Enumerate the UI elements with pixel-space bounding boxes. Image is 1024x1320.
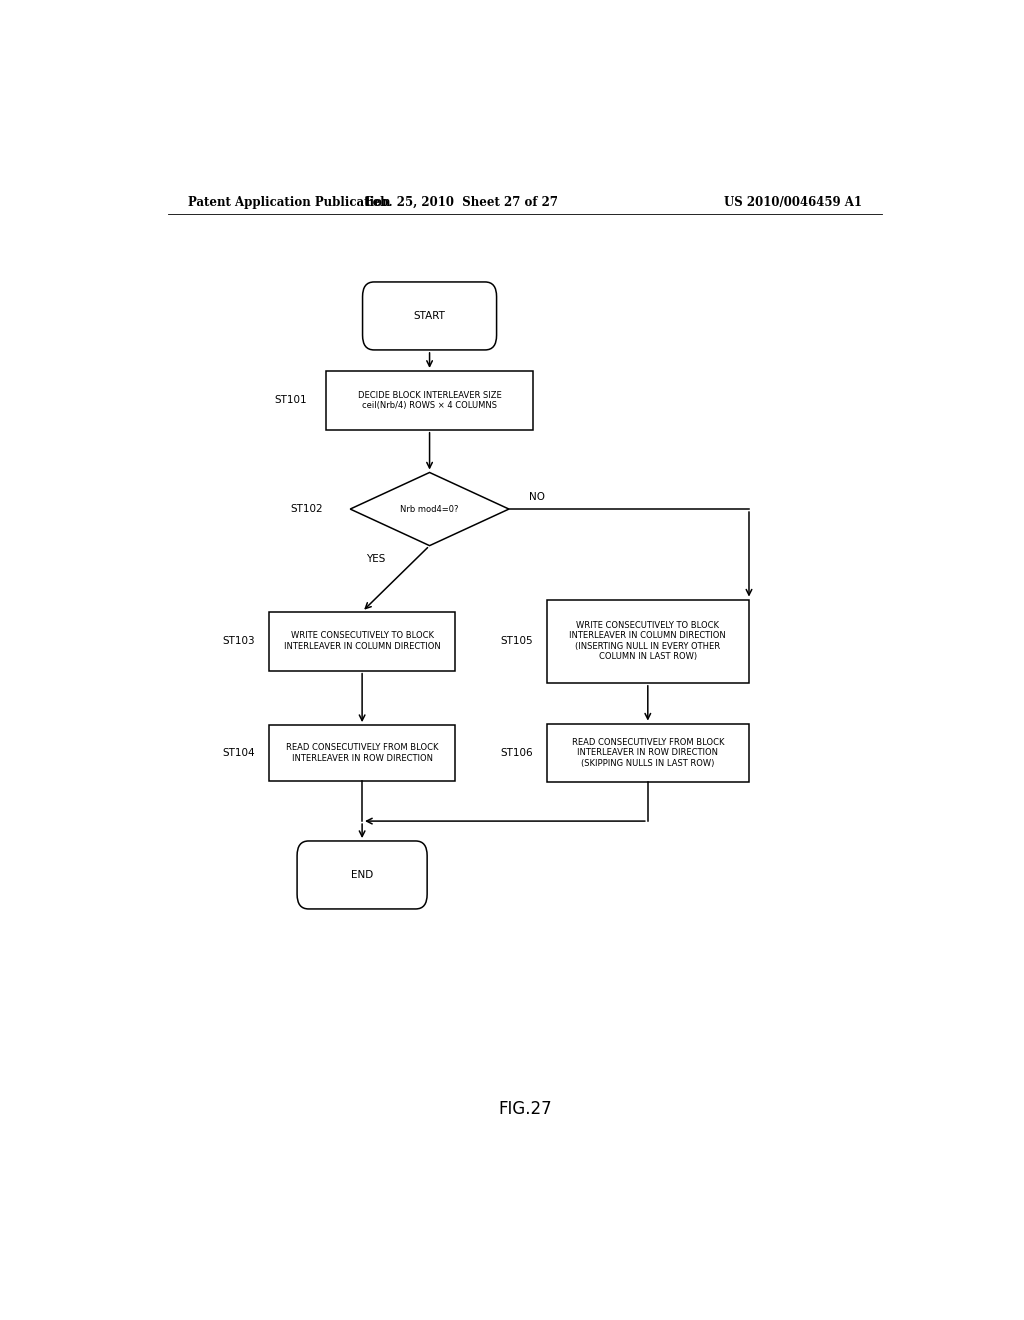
- FancyBboxPatch shape: [269, 611, 456, 671]
- Text: WRITE CONSECUTIVELY TO BLOCK
INTERLEAVER IN COLUMN DIRECTION
(INSERTING NULL IN : WRITE CONSECUTIVELY TO BLOCK INTERLEAVER…: [569, 622, 726, 661]
- Text: WRITE CONSECUTIVELY TO BLOCK
INTERLEAVER IN COLUMN DIRECTION: WRITE CONSECUTIVELY TO BLOCK INTERLEAVER…: [284, 631, 440, 651]
- Text: ST103: ST103: [223, 636, 255, 647]
- Text: END: END: [351, 870, 373, 880]
- Text: Patent Application Publication: Patent Application Publication: [187, 195, 390, 209]
- FancyBboxPatch shape: [269, 725, 456, 781]
- Text: ST105: ST105: [501, 636, 534, 647]
- Text: NO: NO: [528, 492, 545, 502]
- Text: Nrb mod4=0?: Nrb mod4=0?: [400, 504, 459, 513]
- FancyBboxPatch shape: [297, 841, 427, 909]
- Text: START: START: [414, 312, 445, 321]
- Text: ST106: ST106: [501, 748, 534, 758]
- FancyBboxPatch shape: [362, 282, 497, 350]
- Text: READ CONSECUTIVELY FROM BLOCK
INTERLEAVER IN ROW DIRECTION: READ CONSECUTIVELY FROM BLOCK INTERLEAVE…: [286, 743, 438, 763]
- Text: READ CONSECUTIVELY FROM BLOCK
INTERLEAVER IN ROW DIRECTION
(SKIPPING NULLS IN LA: READ CONSECUTIVELY FROM BLOCK INTERLEAVE…: [571, 738, 724, 768]
- Text: YES: YES: [367, 554, 385, 564]
- Text: Feb. 25, 2010  Sheet 27 of 27: Feb. 25, 2010 Sheet 27 of 27: [365, 195, 558, 209]
- Text: ST104: ST104: [223, 748, 255, 758]
- FancyBboxPatch shape: [327, 371, 532, 430]
- Text: DECIDE BLOCK INTERLEAVER SIZE
ceil(Nrb/4) ROWS × 4 COLUMNS: DECIDE BLOCK INTERLEAVER SIZE ceil(Nrb/4…: [357, 391, 502, 411]
- Text: FIG.27: FIG.27: [498, 1100, 552, 1118]
- Text: ST102: ST102: [290, 504, 323, 513]
- FancyBboxPatch shape: [547, 599, 749, 682]
- Text: ST101: ST101: [274, 395, 307, 405]
- FancyBboxPatch shape: [547, 723, 749, 783]
- Text: US 2010/0046459 A1: US 2010/0046459 A1: [724, 195, 862, 209]
- Polygon shape: [350, 473, 509, 545]
